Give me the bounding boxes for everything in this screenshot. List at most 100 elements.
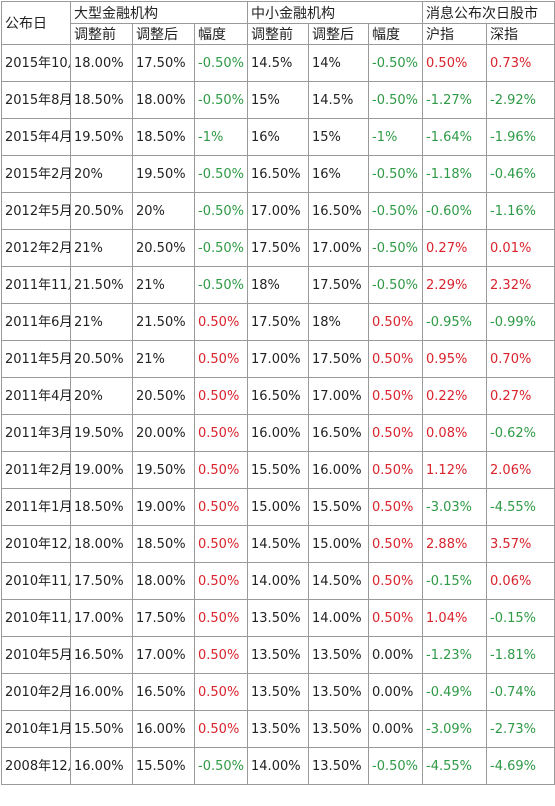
announce-date-cell: 2010年11月10日: [1, 599, 71, 637]
shanghai-change-cell: 2.88%: [422, 525, 488, 563]
large-after-cell: 20.00%: [132, 414, 195, 452]
shanghai-change-cell: 2.29%: [422, 266, 488, 304]
large-before-cell: 16.50%: [70, 636, 133, 674]
small-after-cell: 17.50%: [308, 266, 370, 304]
large-change-cell: 0.50%: [193, 525, 249, 563]
small-before-cell: 13.50%: [247, 673, 310, 711]
table-row: 2011年1月14日 18.50% 19.00% 0.50% 15.00% 15…: [1, 488, 555, 526]
shenzhen-change-cell: -1.16%: [486, 192, 555, 230]
large-after-cell: 17.50%: [132, 599, 195, 637]
small-after-cell: 17.00%: [308, 229, 370, 267]
small-before-header: 调整前: [247, 23, 310, 45]
shanghai-change-cell: -1.18%: [422, 155, 488, 193]
shenzhen-change-cell: 0.01%: [486, 229, 555, 267]
small-change-cell: 0.50%: [368, 377, 424, 415]
large-change-header: 幅度: [193, 23, 249, 45]
small-change-cell: 0.50%: [368, 340, 424, 378]
table-row: 2011年5月12日 20.50% 21% 0.50% 17.00% 17.50…: [1, 340, 555, 378]
table-row: 2010年1月12日 15.50% 16.00% 0.50% 13.50% 13…: [1, 710, 555, 748]
small-after-cell: 17.50%: [308, 340, 370, 378]
small-before-cell: 16.00%: [247, 414, 310, 452]
small-after-cell: 13.50%: [308, 747, 370, 785]
small-after-cell: 14.5%: [308, 81, 370, 119]
large-after-header: 调整后: [132, 23, 195, 45]
small-change-cell: 0.50%: [368, 414, 424, 452]
shenzhen-change-cell: 2.06%: [486, 451, 555, 489]
small-change-cell: 0.00%: [368, 636, 424, 674]
large-before-cell: 18.00%: [70, 44, 133, 82]
shenzhen-change-cell: -2.92%: [486, 81, 555, 119]
shanghai-change-cell: 0.50%: [422, 44, 488, 82]
small-before-cell: 16.50%: [247, 377, 310, 415]
large-change-cell: -0.50%: [193, 229, 249, 267]
large-change-cell: 0.50%: [193, 414, 249, 452]
large-after-cell: 19.50%: [132, 451, 195, 489]
announce-date-cell: 2011年1月14日: [1, 488, 71, 526]
announce-date-cell: 2012年5月12日: [1, 192, 71, 230]
small-change-cell: -0.50%: [368, 44, 424, 82]
announce-date-cell: 2008年12月22日: [1, 747, 71, 785]
shanghai-change-cell: -0.49%: [422, 673, 488, 711]
large-before-cell: 20%: [70, 155, 133, 193]
large-after-cell: 16.00%: [132, 710, 195, 748]
market-reaction-header: 消息公布次日股市: [422, 1, 555, 24]
large-before-cell: 19.00%: [70, 451, 133, 489]
header-group-row: 公布日 大型金融机构 中小金融机构 消息公布次日股市: [1, 1, 555, 45]
large-before-header: 调整前: [70, 23, 133, 45]
large-change-cell: 0.50%: [193, 710, 249, 748]
small-before-cell: 15.50%: [247, 451, 310, 489]
large-after-cell: 18.50%: [132, 525, 195, 563]
shenzhen-change-cell: 2.32%: [486, 266, 555, 304]
table-row: 2011年2月18日 19.00% 19.50% 0.50% 15.50% 16…: [1, 451, 555, 489]
shanghai-change-cell: -0.95%: [422, 303, 488, 341]
large-before-cell: 18.00%: [70, 525, 133, 563]
shanghai-change-cell: -1.64%: [422, 118, 488, 156]
large-change-cell: 0.50%: [193, 303, 249, 341]
small-before-cell: 17.50%: [247, 229, 310, 267]
large-before-cell: 18.50%: [70, 81, 133, 119]
large-before-cell: 16.00%: [70, 747, 133, 785]
small-before-cell: 14.00%: [247, 747, 310, 785]
small-after-cell: 13.50%: [308, 710, 370, 748]
small-after-cell: 14.00%: [308, 599, 370, 637]
large-change-cell: -1%: [193, 118, 249, 156]
large-change-cell: 0.50%: [193, 673, 249, 711]
small-after-header: 调整后: [308, 23, 370, 45]
shenzhen-change-cell: -4.55%: [486, 488, 555, 526]
large-before-cell: 17.50%: [70, 562, 133, 600]
table-body: 2015年10月23日 18.00% 17.50% -0.50% 14.5% 1…: [1, 44, 555, 785]
shenzhen-change-cell: -4.69%: [486, 747, 555, 785]
large-after-cell: 21%: [132, 266, 195, 304]
shenzhen-change-cell: 3.57%: [486, 525, 555, 563]
large-change-cell: -0.50%: [193, 192, 249, 230]
large-after-cell: 18.00%: [132, 81, 195, 119]
table-row: 2015年10月23日 18.00% 17.50% -0.50% 14.5% 1…: [1, 44, 555, 82]
small-after-cell: 16.50%: [308, 192, 370, 230]
header-sub-row: 调整前 调整后 幅度 调整前 调整后 幅度 沪指 深指: [2, 23, 555, 45]
small-before-cell: 17.50%: [247, 303, 310, 341]
small-change-cell: 0.50%: [368, 451, 424, 489]
small-after-cell: 13.50%: [308, 673, 370, 711]
large-after-cell: 20.50%: [132, 229, 195, 267]
announce-date-cell: 2010年5月2日: [1, 636, 71, 674]
small-after-cell: 13.50%: [308, 636, 370, 674]
small-after-cell: 18%: [308, 303, 370, 341]
large-before-cell: 16.00%: [70, 673, 133, 711]
large-after-cell: 19.50%: [132, 155, 195, 193]
large-before-cell: 17.00%: [70, 599, 133, 637]
announce-date-cell: 2010年2月12日: [1, 673, 71, 711]
table-row: 2011年3月18日 19.50% 20.00% 0.50% 16.00% 16…: [1, 414, 555, 452]
small-change-cell: -0.50%: [368, 266, 424, 304]
rrr-adjustment-table: 公布日 大型金融机构 中小金融机构 消息公布次日股市 调整前 调整后 幅度 调整…: [1, 1, 555, 785]
small-change-cell: 0.00%: [368, 710, 424, 748]
small-before-cell: 14.5%: [247, 44, 310, 82]
large-before-cell: 20.50%: [70, 192, 133, 230]
table-row: 2010年12月10日 18.00% 18.50% 0.50% 14.50% 1…: [1, 525, 555, 563]
large-after-cell: 16.50%: [132, 673, 195, 711]
large-change-cell: -0.50%: [193, 44, 249, 82]
small-after-cell: 17.00%: [308, 377, 370, 415]
announce-date-cell: 2015年8月25日: [1, 81, 71, 119]
small-change-cell: -0.50%: [368, 81, 424, 119]
large-before-cell: 18.50%: [70, 488, 133, 526]
table-row: 2011年6月14日 21% 21.50% 0.50% 17.50% 18% 0…: [1, 303, 555, 341]
